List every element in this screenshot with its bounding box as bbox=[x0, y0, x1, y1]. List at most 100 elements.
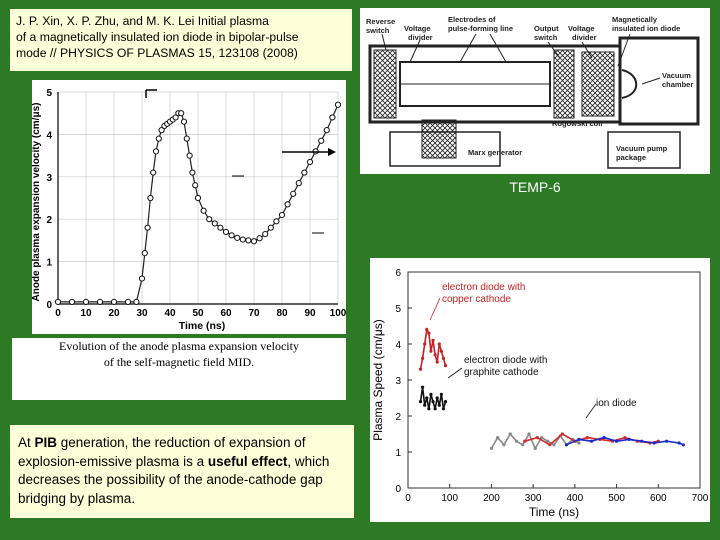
pointer-line bbox=[459, 33, 477, 63]
chart2-y-tick: 1 bbox=[395, 448, 401, 459]
chart1-data-point bbox=[133, 298, 140, 305]
caption-line-2: of the self-magnetic field MID. bbox=[103, 355, 255, 369]
chart1-data-point bbox=[290, 190, 297, 197]
chart2-data-point bbox=[433, 407, 437, 411]
chart2-data-point bbox=[514, 439, 519, 443]
temp-label: TEMP-6 bbox=[509, 179, 561, 195]
chart1-y-tick: 5 bbox=[46, 88, 52, 99]
note-box: At PIB generation, the reduction of expa… bbox=[10, 425, 354, 518]
chart2-data-point bbox=[437, 403, 441, 407]
chart1-data-point bbox=[239, 236, 246, 243]
chart2-data-point bbox=[546, 439, 550, 443]
chart2-x-tick: 500 bbox=[608, 493, 625, 504]
label-pfl: pulse-forming line bbox=[448, 24, 513, 33]
chart2-y-tick: 4 bbox=[395, 340, 401, 351]
marx-generator-outline bbox=[389, 131, 501, 167]
pointer-line bbox=[617, 33, 631, 67]
chart1-data-point bbox=[186, 152, 193, 159]
chart1-data-point bbox=[273, 218, 280, 225]
chart2-data-point bbox=[431, 338, 435, 342]
chart2-data-point bbox=[533, 446, 537, 450]
chart2-data-point bbox=[577, 437, 581, 441]
chart1-y-tick: 1 bbox=[46, 258, 52, 269]
chart2-data-point bbox=[429, 392, 433, 396]
chart1-data-point bbox=[54, 298, 62, 305]
chart1-data-point bbox=[178, 110, 185, 117]
chart2-data-point bbox=[589, 439, 594, 443]
chart2-x-tick: 600 bbox=[650, 493, 667, 504]
label-electrodes: Electrodes of bbox=[448, 15, 496, 24]
annotation-ion-diode: ion diode bbox=[596, 398, 637, 409]
chart2-data-point bbox=[677, 441, 681, 445]
chart1-data-point bbox=[245, 237, 252, 244]
chart1-data-point bbox=[262, 230, 269, 238]
chart1-x-label: Time (ns) bbox=[179, 320, 225, 332]
chart2-x-tick: 0 bbox=[405, 493, 411, 504]
chart2-y-tick: 5 bbox=[395, 304, 401, 315]
chart2-data-point bbox=[435, 360, 439, 364]
label-switch: switch bbox=[366, 26, 390, 35]
chart1-data-point bbox=[124, 298, 132, 305]
chart1-data-point bbox=[267, 224, 274, 231]
citation-box: J. P. Xin, X. P. Zhu, and M. K. Lei Init… bbox=[10, 9, 352, 71]
chart2-data-point bbox=[443, 364, 448, 368]
chart2-data-point bbox=[421, 385, 425, 389]
chart1-data-point bbox=[329, 114, 336, 121]
chart1-data-point bbox=[110, 298, 118, 305]
chart1-caption: Evolution of the anode plasma expansion … bbox=[12, 338, 346, 400]
chart1-data-point bbox=[158, 127, 165, 134]
label-pump-1: Vacuum pump bbox=[616, 144, 668, 153]
label-pump-2: package bbox=[616, 153, 646, 162]
chart2-data-point bbox=[502, 443, 506, 447]
chart2-x-tick: 200 bbox=[483, 493, 500, 504]
note-part-2: generation, the reduction of expansion o… bbox=[18, 435, 306, 469]
label-switch-2: switch bbox=[534, 33, 558, 42]
chart2-data-point bbox=[640, 439, 644, 443]
note-bold-useful: useful effect bbox=[207, 453, 288, 469]
chart1-x-tick: 50 bbox=[192, 308, 204, 319]
chart2-y-tick: 2 bbox=[395, 412, 401, 423]
insulator-left bbox=[373, 49, 397, 119]
chart1-x-tick: 80 bbox=[276, 308, 288, 319]
citation-line-3: mode // PHYSICS OF PLASMAS 15, 123108 (2… bbox=[16, 46, 298, 60]
chart1-data-point bbox=[96, 298, 104, 305]
chart2-data-point bbox=[425, 396, 429, 400]
chart1-data-point bbox=[217, 224, 224, 231]
chart1-data-point bbox=[180, 118, 188, 125]
label-voltage-1: Voltage bbox=[404, 24, 431, 33]
chart1-x-tick: 30 bbox=[136, 308, 148, 319]
annotation-arrow bbox=[429, 297, 441, 321]
chart2-series-line-0 bbox=[419, 327, 447, 370]
chamber-arrow bbox=[641, 77, 661, 85]
chart1-data-point bbox=[192, 182, 199, 189]
chart1-data-point bbox=[172, 114, 179, 121]
chart1-x-tick: 10 bbox=[80, 308, 92, 319]
chart2-data-point bbox=[425, 328, 429, 332]
chart2-data-point bbox=[427, 407, 431, 411]
pointer-line bbox=[547, 41, 561, 59]
pointer-line bbox=[381, 33, 387, 51]
chart1-data-point bbox=[234, 234, 241, 241]
annotation-copper-1: electron diode with bbox=[442, 282, 525, 293]
chart2-y-tick: 6 bbox=[395, 268, 401, 279]
chart1-data-point bbox=[250, 238, 258, 245]
chart1-data-point bbox=[206, 216, 213, 223]
chart1-y-tick: 3 bbox=[46, 173, 52, 184]
chart1-y-tick: 0 bbox=[46, 300, 52, 311]
chart2-data-point bbox=[441, 356, 446, 360]
chart2-data-point bbox=[602, 436, 606, 440]
chart2-data-point bbox=[548, 443, 552, 447]
label-marx: Marx generator bbox=[468, 148, 522, 157]
chart1-y-tick: 4 bbox=[46, 130, 52, 141]
annotation-graphite-1: electron diode with bbox=[464, 355, 547, 366]
chart2-data-point bbox=[433, 353, 437, 357]
chart1-x-tick: 90 bbox=[304, 308, 316, 319]
chart2-data-point bbox=[614, 439, 619, 443]
label-divider-1: divider bbox=[408, 33, 433, 42]
chart1-data-point bbox=[306, 158, 314, 166]
chart2-data-point bbox=[418, 400, 423, 404]
chart1-y-label: Anode plasma expansion velocity (cm/μs) bbox=[32, 103, 42, 302]
chart2-data-point bbox=[585, 436, 589, 440]
chart2-x-label: Time (ns) bbox=[529, 505, 579, 519]
plasma-speed-chart-svg: 0 100 200 300 400 500 600 700 0 1 2 3 4 5 6 Time (ns)… bbox=[371, 268, 709, 519]
